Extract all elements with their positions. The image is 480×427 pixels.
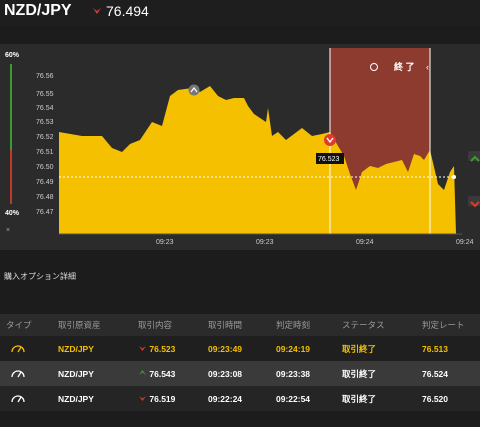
table-row[interactable]: NZD/JPY 76.523 09:23:49 09:24:19 取引終了 76… — [0, 336, 480, 361]
judge-time-cell: 09:23:38 — [276, 361, 342, 386]
up-marker — [188, 84, 200, 96]
close-button[interactable]: × — [6, 227, 11, 234]
gauge-icon — [11, 394, 25, 402]
top-bar: NZD/JPY 76.494 — [0, 0, 480, 26]
down-arrow-icon — [139, 395, 146, 401]
down-arrow-icon — [139, 345, 146, 351]
col-header: ステータス — [342, 314, 422, 336]
status-cell: 取引終了 — [342, 336, 422, 361]
gauge-top-pct: 60% — [5, 52, 20, 59]
y-tick: 76.49 — [36, 179, 54, 186]
y-tick: 76.47 — [36, 209, 54, 216]
y-tick: 76.53 — [36, 119, 54, 126]
section-title: 購入オプション詳細 — [4, 272, 76, 281]
table-header: タイプ 取引原資産 取引内容 取引時間 判定時刻 ステータス 判定レート — [0, 314, 480, 336]
svg-text:終 了: 終 了 — [394, 61, 415, 72]
asset-cell: NZD/JPY — [58, 361, 138, 386]
x-tick: 09:23 — [156, 239, 174, 246]
currency-pair: NZD/JPY — [4, 2, 72, 19]
asset-cell: NZD/JPY — [58, 336, 138, 361]
col-header: 取引時間 — [208, 314, 276, 336]
y-tick: 76.48 — [36, 194, 54, 201]
col-header: 取引内容 — [138, 314, 208, 336]
y-tick: 76.54 — [36, 105, 54, 112]
y-tick: 76.52 — [36, 134, 54, 141]
asset-cell: NZD/JPY — [58, 386, 138, 411]
judge-rate-cell: 76.520 — [422, 386, 480, 411]
x-tick: 09:24 — [356, 239, 374, 246]
entry-price-label: 76.523 — [318, 156, 340, 163]
col-header: 判定時刻 — [276, 314, 342, 336]
status-cell: 取引終了 — [342, 386, 422, 411]
x-axis-labels: 09:23 09:23 09:24 09:24 — [156, 239, 474, 246]
col-header: タイプ — [0, 314, 58, 336]
y-axis-labels: 76.56 76.55 76.54 76.53 76.52 76.51 76.5… — [36, 73, 54, 216]
gauge-icon — [11, 369, 25, 377]
table-row[interactable]: NZD/JPY 76.543 09:23:08 09:23:38 取引終了 76… — [0, 361, 480, 386]
time-cell: 09:23:08 — [208, 361, 276, 386]
gauge-up-bar — [10, 64, 12, 150]
down-arrow-icon — [93, 8, 101, 14]
price-area — [59, 86, 456, 234]
judge-rate-cell: 76.524 — [422, 361, 480, 386]
purchase-details-table: タイプ 取引原資産 取引内容 取引時間 判定時刻 ステータス 判定レート NZD… — [0, 314, 480, 411]
rate-cell: 76.523 — [138, 336, 208, 361]
x-tick: 09:24 — [456, 239, 474, 246]
end-label[interactable]: 終 了 ‹ — [370, 61, 430, 72]
time-cell: 09:23:49 — [208, 336, 276, 361]
x-tick: 09:23 — [256, 239, 274, 246]
rate-cell: 76.543 — [138, 361, 208, 386]
entry-marker: 76.523 — [316, 134, 344, 164]
gauge-icon — [11, 344, 25, 352]
table-row[interactable]: NZD/JPY 76.519 09:22:24 09:22:54 取引終了 76… — [0, 386, 480, 411]
gauge-bottom-pct: 40% — [5, 210, 20, 217]
gauge-down-bar — [10, 150, 12, 204]
col-header: 取引原資産 — [58, 314, 138, 336]
judge-rate-cell: 76.513 — [422, 336, 480, 361]
judge-time-cell: 09:22:54 — [276, 386, 342, 411]
col-header: 判定レート — [422, 314, 480, 336]
y-tick: 76.50 — [36, 164, 54, 171]
y-tick: 76.51 — [36, 149, 54, 156]
status-cell: 取引終了 — [342, 361, 422, 386]
low-button[interactable] — [468, 196, 480, 208]
up-arrow-icon — [139, 369, 146, 375]
current-point — [452, 175, 456, 179]
rate-cell: 76.519 — [138, 386, 208, 411]
y-tick: 76.55 — [36, 91, 54, 98]
svg-text:‹: ‹ — [426, 62, 429, 72]
judge-time-cell: 09:24:19 — [276, 336, 342, 361]
high-button[interactable] — [468, 151, 480, 162]
sentiment-gauge: 60% 40% — [0, 44, 22, 250]
time-cell: 09:22:24 — [208, 386, 276, 411]
y-tick: 76.56 — [36, 73, 54, 80]
current-price: 76.494 — [106, 3, 149, 19]
price-chart: 76.56 76.55 76.54 76.53 76.52 76.51 76.5… — [22, 44, 480, 250]
